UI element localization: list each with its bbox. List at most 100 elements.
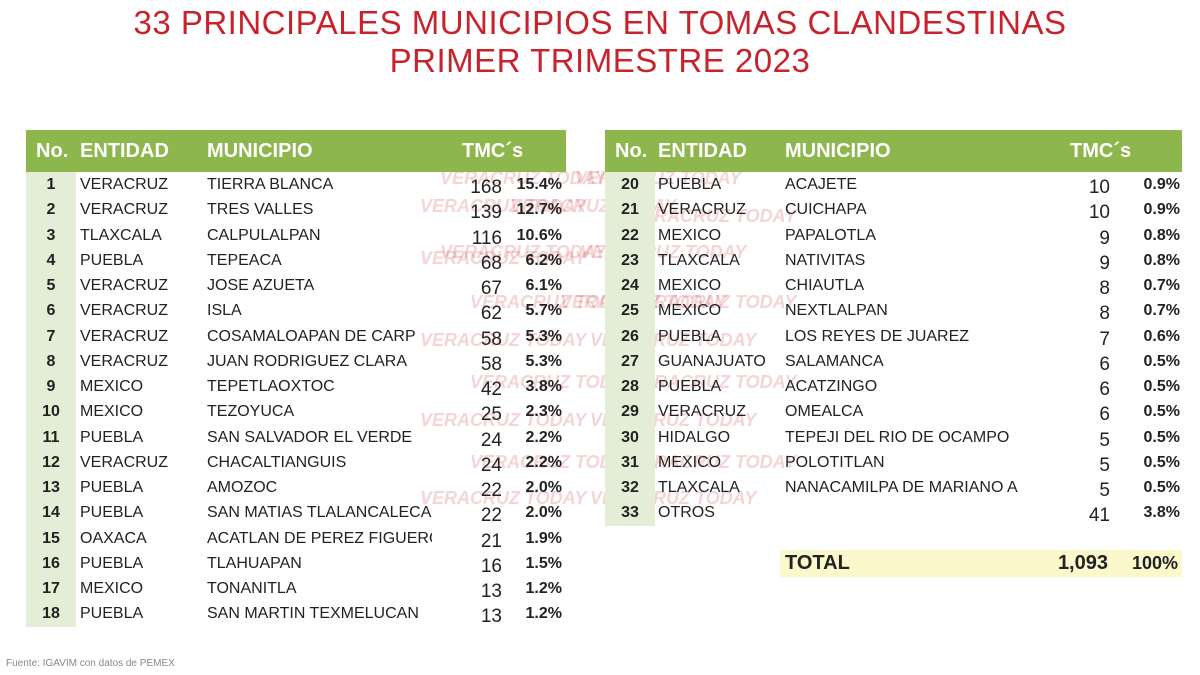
tmc-percent: 2.0% xyxy=(525,479,562,496)
title-line: 33 PRINCIPALES MUNICIPIOS EN TOMAS CLAND… xyxy=(133,4,1067,41)
municipio: PAPALOTLA xyxy=(785,226,876,244)
municipio: JOSE AZUETA xyxy=(207,277,315,294)
row-number: 23 xyxy=(621,251,639,269)
row-number: 3 xyxy=(46,226,56,244)
row-number: 22 xyxy=(621,226,639,244)
entidad: PUEBLA xyxy=(80,428,144,446)
entidad: PUEBLA xyxy=(80,504,144,522)
entidad: TLAXCALA xyxy=(658,251,740,269)
municipio: CHIAUTLA xyxy=(785,277,865,294)
column-header: MUNICIPIO xyxy=(785,140,891,162)
municipio: ACATLAN DE PEREZ FIGUERO xyxy=(207,529,432,547)
tmc-percent: 5.7% xyxy=(525,302,562,320)
municipio: SAN MARTIN TEXMELUCAN xyxy=(207,605,419,623)
total-bar xyxy=(780,550,1182,577)
municipio: AMOZOC xyxy=(207,479,278,496)
entidad: TLAXCALA xyxy=(658,479,740,496)
row-number: 12 xyxy=(42,453,60,471)
tmc-percent: 0.8% xyxy=(1143,251,1180,269)
entidad: PUEBLA xyxy=(80,479,144,496)
municipio: OMEALCA xyxy=(785,403,864,421)
tmc-percent: 0.6% xyxy=(1143,327,1180,345)
municipio: TEPEACA xyxy=(207,251,282,269)
tmc-percent: 0.9% xyxy=(1143,176,1180,193)
row-number: 9 xyxy=(46,378,56,395)
municipio: TEPETLAOXTOC xyxy=(207,378,335,395)
tmc-percent: 12.7% xyxy=(516,201,562,219)
tmc-percent: 0.5% xyxy=(1143,378,1180,395)
tmc-count: 62 xyxy=(480,303,502,325)
tmc-count: 58 xyxy=(480,353,502,375)
row-number: 13 xyxy=(42,479,60,496)
row-number: 31 xyxy=(621,453,639,471)
tmc-percent: 0.5% xyxy=(1143,403,1180,421)
municipio: TEZOYUCA xyxy=(207,403,295,421)
row-number: 20 xyxy=(621,176,639,193)
row-number: 16 xyxy=(42,554,60,572)
tmc-count: 8 xyxy=(1099,303,1110,325)
entidad: MEXICO xyxy=(658,302,722,320)
entidad: VERACRUZ xyxy=(658,201,747,219)
municipio: TEPEJI DEL RIO DE OCAMPO xyxy=(785,428,1010,446)
entidad: MEXICO xyxy=(658,277,722,294)
municipio: TIERRA BLANCA xyxy=(207,176,334,193)
tmc-percent: 2.3% xyxy=(525,403,562,421)
municipio: JUAN RODRIGUEZ CLARA xyxy=(207,352,408,370)
tmc-count: 116 xyxy=(471,227,502,249)
municipio: CUICHAPA xyxy=(785,201,867,219)
tmc-count: 42 xyxy=(480,379,502,400)
tmc-percent: 0.5% xyxy=(1143,479,1180,496)
tmc-percent: 15.4% xyxy=(516,176,562,193)
column-header: MUNICIPIO xyxy=(207,140,313,162)
row-number: 27 xyxy=(621,352,639,370)
tmc-count: 24 xyxy=(480,429,502,451)
municipio: TONANITLA xyxy=(207,580,297,597)
entidad: OAXACA xyxy=(80,529,147,547)
tmc-percent: 0.7% xyxy=(1143,277,1180,294)
tmc-percent: 1.9% xyxy=(525,529,562,547)
entidad: TLAXCALA xyxy=(80,226,162,244)
row-number: 18 xyxy=(42,605,60,623)
tmc-count: 67 xyxy=(480,278,502,299)
entidad: HIDALGO xyxy=(658,428,731,446)
number-column-strip xyxy=(605,172,655,526)
column-header: ENTIDAD xyxy=(80,140,169,162)
tmc-percent: 3.8% xyxy=(525,378,562,395)
row-number: 25 xyxy=(621,302,639,320)
tmc-count: 6 xyxy=(1099,353,1110,375)
tmc-count: 10 xyxy=(1088,202,1110,224)
tmc-count: 58 xyxy=(480,328,502,350)
row-number: 26 xyxy=(621,327,639,345)
tmc-percent: 5.3% xyxy=(525,327,562,345)
municipio: NANACAMILPA DE MARIANO A xyxy=(785,479,1018,496)
entidad: VERACRUZ xyxy=(80,302,169,320)
municipio: POLOTITLAN xyxy=(785,453,885,471)
row-number: 17 xyxy=(42,580,60,597)
tmc-percent: 0.8% xyxy=(1143,226,1180,244)
entidad: VERACRUZ xyxy=(658,403,747,421)
tmc-count: 9 xyxy=(1099,252,1110,274)
row-number: 6 xyxy=(46,302,56,320)
tmc-percent: 0.7% xyxy=(1143,302,1180,320)
total-value: 1,093 xyxy=(1057,552,1108,574)
tmc-count: 24 xyxy=(480,454,502,476)
entidad: PUEBLA xyxy=(80,251,144,269)
entidad: PUEBLA xyxy=(80,554,144,572)
row-number: 11 xyxy=(42,428,60,446)
municipio: COSAMALOAPAN DE CARP xyxy=(207,327,416,345)
tmc-percent: 5.3% xyxy=(525,352,562,370)
tmc-percent: 0.5% xyxy=(1143,352,1180,370)
tmc-percent: 1.5% xyxy=(525,554,562,572)
total-label: TOTAL xyxy=(785,552,850,574)
tmc-count: 5 xyxy=(1099,429,1110,451)
tmc-percent: 1.2% xyxy=(525,580,562,597)
municipio: ACAJETE xyxy=(785,176,858,193)
tmc-percent: 0.5% xyxy=(1143,453,1180,471)
entidad: GUANAJUATO xyxy=(658,352,766,370)
municipio: LOS REYES DE JUAREZ xyxy=(785,327,970,345)
tmc-count: 21 xyxy=(480,530,502,552)
tmc-count: 6 xyxy=(1099,379,1110,400)
number-column-strip xyxy=(26,172,76,627)
tmc-percent: 2.2% xyxy=(525,428,562,446)
